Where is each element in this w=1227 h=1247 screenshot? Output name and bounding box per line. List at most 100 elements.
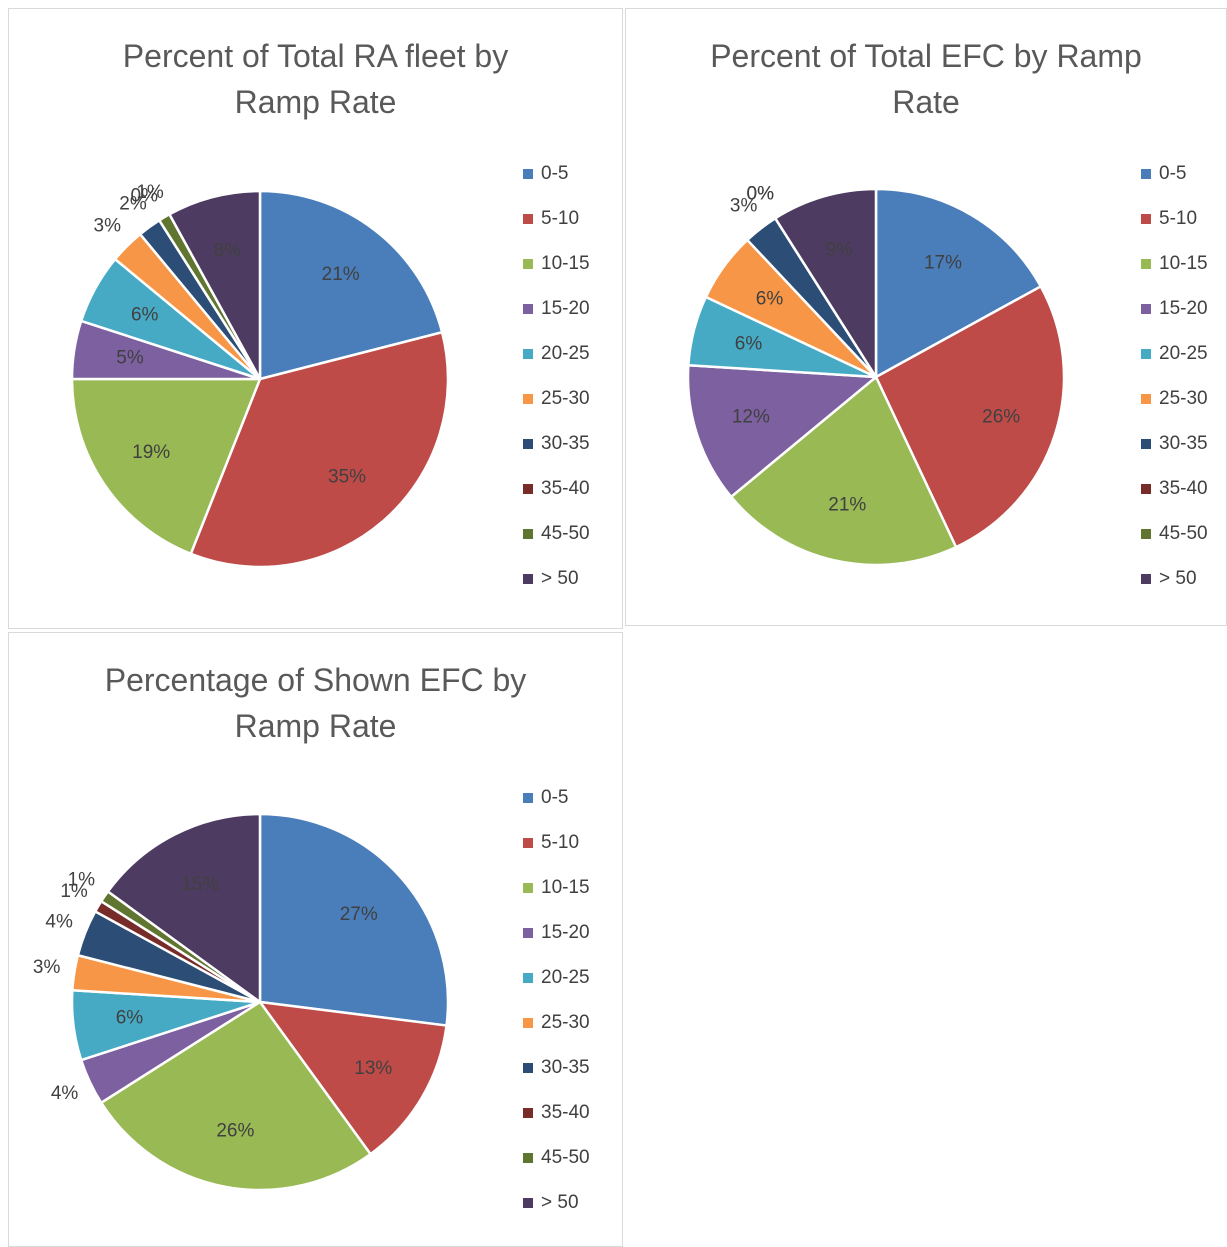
data-label: 21% [828, 494, 866, 515]
legend-swatch [1141, 214, 1151, 224]
data-label: 3% [94, 215, 122, 236]
chart-panel: Percent of Total EFC by Ramp Rate 17% 26%… [625, 8, 1227, 626]
data-label: 15% [181, 874, 219, 895]
legend-label: 30-35 [541, 1057, 590, 1078]
data-label: 21% [322, 264, 360, 285]
data-label: 9% [826, 240, 854, 261]
pie-slice [258, 189, 444, 381]
legend-label: 35-40 [1159, 478, 1208, 499]
legend-swatch [523, 214, 533, 224]
pie-slice [99, 1000, 373, 1192]
legend-label: 25-30 [1159, 388, 1208, 409]
legend-swatch [1141, 259, 1151, 269]
legend-swatch [523, 838, 533, 848]
legend-label: 30-35 [541, 433, 590, 454]
chart-title: Percent of Total EFC by Ramp Rate [710, 38, 1142, 120]
data-label: 8% [214, 241, 242, 262]
legend-swatch [523, 793, 533, 803]
legend-swatch [1141, 439, 1151, 449]
data-label: 3% [33, 957, 61, 978]
pie-slice [70, 377, 262, 556]
legend-label: 20-25 [541, 967, 590, 988]
pie-slice [106, 812, 262, 1005]
legend-label: 15-20 [541, 922, 590, 943]
legend-swatch [1141, 304, 1151, 314]
legend-swatch [523, 394, 533, 404]
legend-swatch [523, 883, 533, 893]
legend-label: 5-10 [541, 832, 579, 853]
data-label: 13% [354, 1058, 392, 1079]
legend-label: 30-35 [1159, 433, 1208, 454]
legend-swatch [1141, 349, 1151, 359]
data-label: 1% [60, 881, 88, 902]
legend-label: 5-10 [541, 208, 579, 229]
data-label: 26% [982, 407, 1020, 428]
chart: 21% 35% 19% 5% 6% 3%2%0%1% 8% 0-5 5-10 10-15 15-20… [70, 163, 590, 589]
data-label: 6% [756, 289, 784, 310]
legend-swatch [1141, 484, 1151, 494]
data-label: 19% [132, 442, 170, 463]
legend-label: > 50 [541, 568, 579, 589]
legend-swatch [523, 484, 533, 494]
legend-label: 20-25 [541, 343, 590, 364]
legend-label: 0-5 [1159, 163, 1186, 184]
data-label: 4% [51, 1083, 79, 1104]
legend-label: 35-40 [541, 478, 590, 499]
data-label: 6% [131, 305, 159, 326]
legend-swatch [1141, 169, 1151, 179]
legend-label: > 50 [1159, 568, 1197, 589]
legend-label: 10-15 [541, 253, 590, 274]
data-label: 0% [131, 186, 159, 207]
pie-slice [258, 812, 450, 1027]
legend-swatch [523, 259, 533, 269]
legend-swatch [523, 928, 533, 938]
chart-title: Percentage of Shown EFC by Ramp Rate [104, 662, 527, 744]
legend-label: 10-15 [1159, 253, 1208, 274]
legend-swatch [523, 1198, 533, 1208]
legend-label: 0-5 [541, 787, 568, 808]
legend-swatch [523, 574, 533, 584]
pie-slice [686, 363, 880, 499]
pie-slice [729, 375, 958, 567]
legend-label: 45-50 [541, 1147, 590, 1168]
legend-label: 25-30 [541, 1012, 590, 1033]
chart: 17%26%21%12%6%6%3%0%0%9%0-55-1010-1515-2… [686, 163, 1208, 589]
legend-swatch [1141, 574, 1151, 584]
legend-label: 15-20 [1159, 298, 1208, 319]
legend-swatch [1141, 394, 1151, 404]
legend-swatch [523, 1153, 533, 1163]
data-label: 1% [136, 182, 164, 203]
pie-slice [189, 330, 450, 569]
legend-swatch [523, 169, 533, 179]
data-label: 27% [340, 904, 378, 925]
legend-label: 10-15 [541, 877, 590, 898]
data-label: 12% [732, 407, 770, 428]
data-label: 0% [747, 184, 775, 205]
legend-swatch [523, 1018, 533, 1028]
legend-swatch [523, 349, 533, 359]
data-label: 5% [116, 347, 144, 368]
legend-swatch [1141, 529, 1151, 539]
pie-slice [874, 187, 1043, 380]
data-label: 3% [730, 195, 758, 216]
data-label: 6% [116, 1008, 144, 1029]
legend-swatch [523, 973, 533, 983]
legend-label: 15-20 [541, 298, 590, 319]
data-label: 35% [328, 467, 366, 488]
legend-label: 20-25 [1159, 343, 1208, 364]
data-label: 0% [747, 184, 775, 205]
legend-label: 45-50 [1159, 523, 1208, 544]
legend-label: 25-30 [541, 388, 590, 409]
pie-slice [773, 187, 878, 382]
legend-swatch [523, 1063, 533, 1073]
data-label: 1% [68, 870, 96, 891]
data-label: 4% [45, 912, 73, 933]
data-label: 2% [119, 193, 147, 214]
legend-swatch [523, 439, 533, 449]
chart: 27% 13% 26% 4% 6% 3% 4% 1%1% 15% 0-5 5-10 10-15 15-2… [33, 787, 590, 1213]
chart-title: Percent of Total RA fleet by Ramp Rate [122, 38, 509, 120]
legend-label: 35-40 [541, 1102, 590, 1123]
legend-label: > 50 [541, 1192, 579, 1213]
legend-label: 5-10 [1159, 208, 1197, 229]
